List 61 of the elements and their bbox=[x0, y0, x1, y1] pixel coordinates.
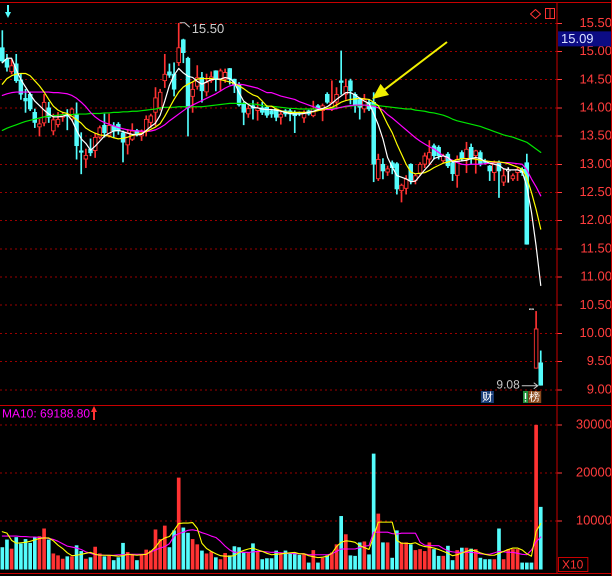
y-tick-label: 20000 bbox=[576, 464, 612, 480]
bar bbox=[84, 558, 88, 570]
bar bbox=[70, 556, 74, 570]
bar bbox=[538, 506, 543, 570]
bar bbox=[130, 554, 134, 570]
y-tick-label: 11.50 bbox=[580, 240, 612, 256]
bar bbox=[386, 542, 390, 570]
bar bbox=[214, 557, 218, 570]
annotation: 财 bbox=[482, 390, 493, 404]
bar bbox=[10, 548, 14, 570]
bar bbox=[32, 537, 37, 570]
bar bbox=[260, 559, 264, 570]
y-tick-label: 13.00 bbox=[579, 156, 612, 171]
y-tick-label: 10000 bbox=[576, 512, 612, 528]
bar bbox=[46, 540, 51, 570]
y-tick-label: 13.50 bbox=[579, 128, 612, 143]
bar bbox=[107, 555, 111, 570]
y-tick-label: 14.00 bbox=[579, 99, 612, 114]
bar bbox=[316, 562, 320, 570]
bar bbox=[88, 557, 92, 570]
bar bbox=[102, 556, 106, 570]
annotation: MA10: 69188.80 bbox=[2, 406, 90, 420]
text: X10 bbox=[562, 557, 584, 572]
bar bbox=[112, 560, 116, 570]
y-tick-label: 12.50 bbox=[579, 184, 612, 200]
y-tick-label: 14.50 bbox=[579, 71, 612, 86]
bar bbox=[135, 560, 139, 570]
y-tick-label: 30000 bbox=[576, 416, 612, 432]
y-tick-label: 9.50 bbox=[586, 353, 612, 368]
bar bbox=[256, 551, 260, 570]
y-tick-label: 10.00 bbox=[579, 324, 612, 340]
y-tick-label: 15.50 bbox=[579, 14, 612, 30]
bar bbox=[14, 537, 18, 570]
bar bbox=[492, 559, 496, 570]
bar bbox=[381, 542, 385, 570]
bar bbox=[162, 526, 167, 570]
bar bbox=[302, 554, 306, 570]
bar bbox=[176, 478, 181, 570]
bar bbox=[520, 562, 524, 570]
bar bbox=[251, 543, 255, 570]
text: 15.09 bbox=[561, 30, 594, 46]
bar bbox=[306, 562, 310, 570]
annotation: 9.08 bbox=[496, 378, 520, 392]
bar bbox=[460, 548, 464, 570]
bar bbox=[246, 552, 250, 570]
bar bbox=[278, 553, 283, 570]
bar bbox=[497, 528, 501, 570]
annotation: 榜 bbox=[529, 390, 540, 404]
bar bbox=[441, 556, 446, 570]
y-tick-label: 9.00 bbox=[586, 381, 612, 396]
bar bbox=[534, 424, 538, 570]
annotation: 15.50 bbox=[192, 20, 224, 36]
bar bbox=[408, 544, 413, 570]
y-tick-label: 12.00 bbox=[579, 212, 612, 228]
y-tick-label: 15.00 bbox=[579, 43, 612, 58]
bar bbox=[200, 550, 204, 570]
y-tick-label: 10.50 bbox=[579, 296, 612, 312]
y-tick-label: 11.00 bbox=[580, 268, 612, 284]
bar bbox=[320, 558, 324, 570]
bar bbox=[339, 516, 343, 570]
bar bbox=[65, 556, 70, 570]
